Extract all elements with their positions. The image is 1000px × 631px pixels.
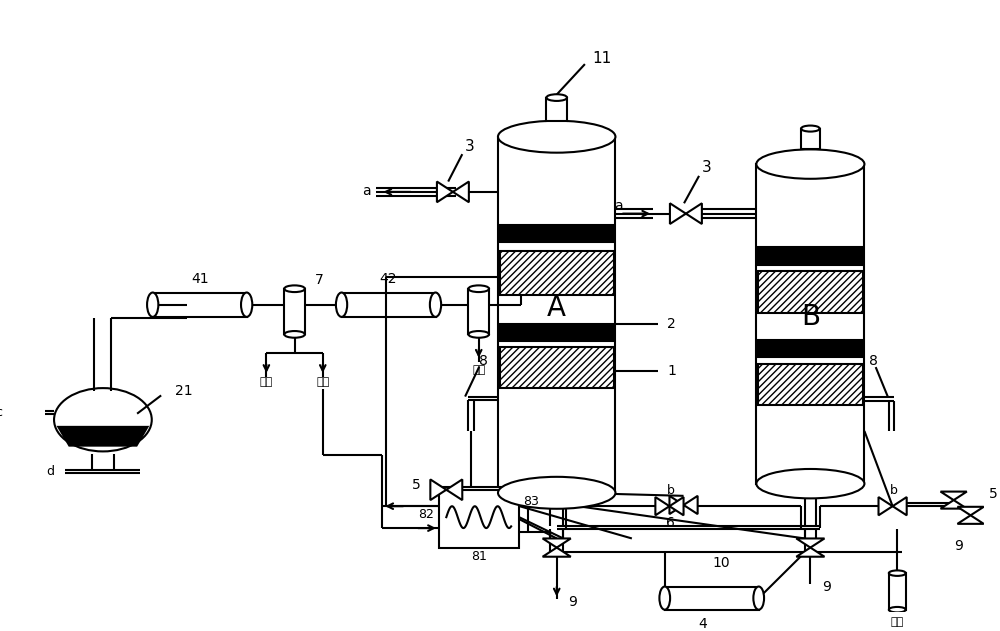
Text: A: A [547,293,566,322]
Polygon shape [284,289,305,334]
Ellipse shape [147,293,158,317]
Text: b: b [890,485,897,497]
Ellipse shape [889,570,906,576]
Polygon shape [686,203,702,224]
Polygon shape [153,293,247,317]
Polygon shape [957,516,984,524]
Text: 6: 6 [666,516,675,530]
Polygon shape [342,293,436,317]
Text: 11: 11 [592,50,611,66]
Polygon shape [498,137,615,493]
Text: d: d [46,465,54,478]
Text: 出料: 出料 [891,618,904,627]
Text: 9: 9 [822,580,831,594]
Text: 82: 82 [418,507,434,521]
Polygon shape [437,182,453,203]
Polygon shape [453,182,469,203]
Polygon shape [893,497,907,516]
Polygon shape [684,496,698,514]
Polygon shape [758,340,863,357]
Ellipse shape [498,477,615,509]
Ellipse shape [889,607,906,613]
Polygon shape [665,587,759,610]
Polygon shape [500,251,614,295]
Ellipse shape [546,94,567,101]
Polygon shape [756,164,864,484]
Polygon shape [543,548,571,557]
Text: 7: 7 [315,273,324,287]
Text: 21: 21 [175,384,193,398]
Polygon shape [801,129,820,150]
Text: 回流: 回流 [260,377,273,387]
Text: 8: 8 [479,353,488,368]
Text: 81: 81 [471,550,487,563]
Text: a: a [614,199,623,213]
Polygon shape [439,487,519,548]
Text: 3: 3 [702,160,711,175]
Text: 3: 3 [465,139,475,154]
Text: 2: 2 [667,317,676,331]
Ellipse shape [468,331,489,338]
Text: 1: 1 [667,363,676,378]
Ellipse shape [756,469,864,498]
Polygon shape [468,289,489,334]
Text: 9: 9 [568,596,577,610]
Ellipse shape [241,293,252,317]
Ellipse shape [284,285,305,292]
Polygon shape [879,497,893,516]
Polygon shape [889,573,906,610]
Ellipse shape [753,587,764,610]
Polygon shape [543,538,571,548]
Ellipse shape [284,331,305,338]
Text: 10: 10 [712,557,730,570]
Text: 出料: 出料 [316,377,329,387]
Text: 41: 41 [191,272,208,286]
Ellipse shape [659,587,670,610]
Polygon shape [941,492,967,500]
Polygon shape [430,480,446,500]
Polygon shape [669,497,684,516]
Text: 71: 71 [499,273,517,287]
Text: a: a [362,184,371,198]
Text: 42: 42 [380,272,397,286]
Text: 83: 83 [523,495,539,509]
Circle shape [54,388,152,451]
Polygon shape [957,507,984,516]
Polygon shape [56,426,149,447]
Ellipse shape [801,126,820,132]
Ellipse shape [336,293,347,317]
Polygon shape [758,271,863,313]
Ellipse shape [498,121,615,153]
Polygon shape [796,548,824,557]
Polygon shape [796,538,824,548]
Text: B: B [801,304,820,331]
Polygon shape [670,203,686,224]
Text: 5: 5 [412,478,421,492]
Ellipse shape [756,150,864,179]
Text: 出料: 出料 [472,365,485,375]
Polygon shape [500,225,614,242]
Polygon shape [758,364,863,405]
Text: 4: 4 [698,616,707,630]
Polygon shape [500,347,614,388]
Text: c: c [0,406,2,419]
Text: 9: 9 [954,539,963,553]
Text: 8: 8 [869,354,878,368]
Text: b: b [666,485,674,497]
Polygon shape [446,480,462,500]
Ellipse shape [468,285,489,292]
Text: 5: 5 [989,487,998,501]
Polygon shape [655,497,669,516]
Polygon shape [546,98,567,121]
Polygon shape [500,324,614,341]
Polygon shape [758,247,863,265]
Polygon shape [669,496,684,514]
Polygon shape [941,500,967,509]
Ellipse shape [430,293,441,317]
